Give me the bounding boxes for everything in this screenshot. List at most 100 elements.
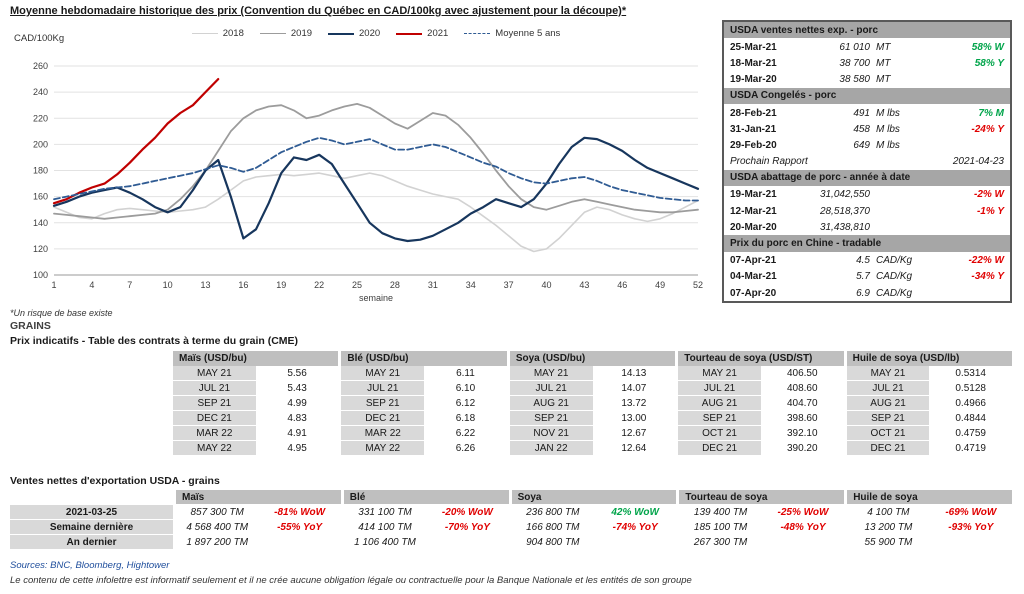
panel-date: 07-Apr-20 (730, 287, 777, 299)
legend-swatch (396, 32, 423, 35)
contract-month: JUL 21 (509, 381, 593, 396)
contract-price: 4.99 (287, 397, 307, 409)
futures-table: Maïs (USD/bu) MAY 21 5.56 JUL 21 5.43 SE… (173, 351, 1013, 456)
panel-date: 18-Mar-21 (730, 57, 777, 69)
x-tick-label: 49 (655, 280, 665, 290)
panel-value: 38 700 MT (839, 57, 891, 69)
x-tick-label: 1 (51, 280, 56, 290)
panel-value: 491 M lbs (853, 107, 900, 119)
contract-month: DEC 21 (173, 411, 256, 426)
panel-change: 58% W (971, 41, 1004, 53)
usda-panel-section-header: Prix du porc en Chine - tradable (724, 235, 1010, 253)
exports-change: -20% WoW (441, 506, 493, 518)
series-line-Moyenne-5-ans (53, 136, 699, 202)
panel-change: -2% W (974, 189, 1004, 201)
usda-panel-row: 19-Mar-21 31,042,550 -2% W (724, 187, 1010, 203)
x-tick-label: 40 (541, 280, 551, 290)
usda-panel-row: 29-Feb-20 649 M lbs (724, 137, 1010, 153)
panel-value: 5.7 CAD/Kg (856, 271, 913, 283)
y-tick-label: 260 (33, 61, 48, 71)
legend-item: 2019 (259, 28, 312, 39)
contract-month: MAY 21 (341, 366, 425, 381)
exports-value: 414 100 TM (358, 521, 412, 533)
contract-price: 4.91 (287, 427, 307, 439)
exports-cell: 331 100 TM -20% WoW (344, 505, 509, 519)
panel-date: 25-Mar-21 (730, 41, 777, 53)
legend-label: 2020 (359, 28, 381, 39)
exports-cell: 4 100 TM -69% WoW (847, 505, 1012, 519)
exports-col-header: Maïs (176, 490, 341, 504)
exports-table-title: Ventes nettes d'exportation USDA - grain… (10, 475, 220, 487)
legend-swatch (328, 32, 355, 35)
contract-price: 0.4759 (955, 427, 986, 439)
contract-price: 392.10 (786, 427, 818, 439)
legend-swatch (191, 33, 218, 34)
panel-value: 61 010 MT (839, 41, 891, 53)
exports-value: 236 800 TM (526, 506, 580, 518)
chart-legend: 2018 2019 2020 2021 Moyenne 5 ans (54, 28, 698, 39)
contract-month: MAY 21 (846, 366, 930, 381)
exports-row: An dernier 1 897 200 TM 1 106 400 TM 904… (10, 535, 1012, 549)
y-tick-label: 200 (33, 139, 48, 149)
x-tick-label: 22 (314, 280, 324, 290)
usda-panel: USDA ventes nettes exp. - porc 25-Mar-21 … (722, 20, 1012, 304)
contract-price: 4.95 (287, 442, 307, 454)
futures-row: MAY 22 6.26 (341, 441, 506, 456)
sources-line: Sources: BNC, Bloomberg, Hightower (10, 560, 170, 571)
page-title: Moyenne hebdomadaire historique des prix… (10, 5, 627, 17)
contract-month: DEC 21 (678, 441, 761, 456)
contract-month: JAN 22 (509, 441, 593, 456)
futures-row: OCT 21 0.4759 (846, 426, 1012, 441)
exports-cell: 185 100 TM -48% YoY (679, 520, 844, 534)
contract-price: 408.60 (786, 382, 818, 394)
x-tick-label: 10 (163, 280, 173, 290)
panel-date: 28-Feb-21 (730, 107, 777, 119)
contract-price: 406.50 (786, 367, 818, 379)
contract-price: 4.83 (287, 412, 307, 424)
chart-y-axis-label: CAD/100Kg (14, 33, 65, 44)
usda-panel-row: 31-Jan-21 458 M lbs -24% Y (724, 121, 1010, 137)
x-tick-label: 7 (127, 280, 132, 290)
panel-date: 12-Mar-21 (730, 205, 777, 217)
panel-value: 458 M lbs (853, 123, 900, 135)
futures-group-header: Tourteau de soya (USD/ST) (678, 351, 844, 366)
panel-date: 19-Mar-20 (730, 74, 777, 86)
x-tick-label: 19 (276, 280, 286, 290)
futures-table-title: Prix indicatifs - Table des contrats à t… (10, 335, 299, 347)
exports-value: 267 300 TM (693, 536, 748, 548)
exports-cell: 139 400 TM -25% WoW (679, 505, 844, 519)
panel-change: -24% Y (971, 123, 1004, 135)
exports-row-label: Semaine dernière (10, 520, 173, 534)
panel-value: 38 580 MT (839, 74, 891, 86)
series-line-2019 (53, 103, 699, 220)
series-line-2021 (52, 77, 220, 205)
contract-month: AUG 21 (509, 396, 593, 411)
exports-change: -81% WoW (274, 506, 326, 518)
usda-panel-row: 20-Mar-20 31,438,810 (724, 219, 1010, 235)
exports-cell: 904 800 TM (512, 535, 677, 549)
contract-price: 398.60 (786, 412, 818, 424)
y-tick-label: 100 (33, 270, 48, 280)
contract-price: 5.56 (287, 367, 307, 379)
exports-change: -25% WoW (777, 506, 829, 518)
exports-header-row: Maïs Blé Soya Tourteau de soya Huile de soya (10, 490, 1012, 504)
disclaimer-line: Le contenu de cette infolettre est infor… (10, 575, 692, 586)
contract-month: DEC 21 (846, 441, 930, 456)
panel-date: 20-Mar-20 (730, 221, 777, 233)
next-report-label: Prochain Rapport (730, 156, 808, 168)
panel-change: -22% W (968, 255, 1004, 267)
exports-value: 1 897 200 TM (186, 536, 249, 548)
contract-month: MAR 22 (341, 426, 425, 441)
futures-row: JUL 21 14.07 (509, 381, 675, 396)
exports-value: 185 100 TM (693, 521, 748, 533)
x-tick-label: 4 (89, 280, 94, 290)
exports-cell: 267 300 TM (679, 535, 844, 549)
panel-value: 6.9 CAD/Kg (856, 287, 913, 299)
grains-section-title: GRAINS (10, 320, 51, 332)
futures-group: Huile de soya (USD/lb) MAY 21 0.5314 JUL… (846, 351, 1013, 456)
exports-value: 13 200 TM (864, 521, 913, 533)
contract-price: 6.18 (455, 412, 476, 424)
chart-footnote: *Un risque de base existe (10, 308, 113, 318)
contract-month: NOV 21 (509, 426, 593, 441)
